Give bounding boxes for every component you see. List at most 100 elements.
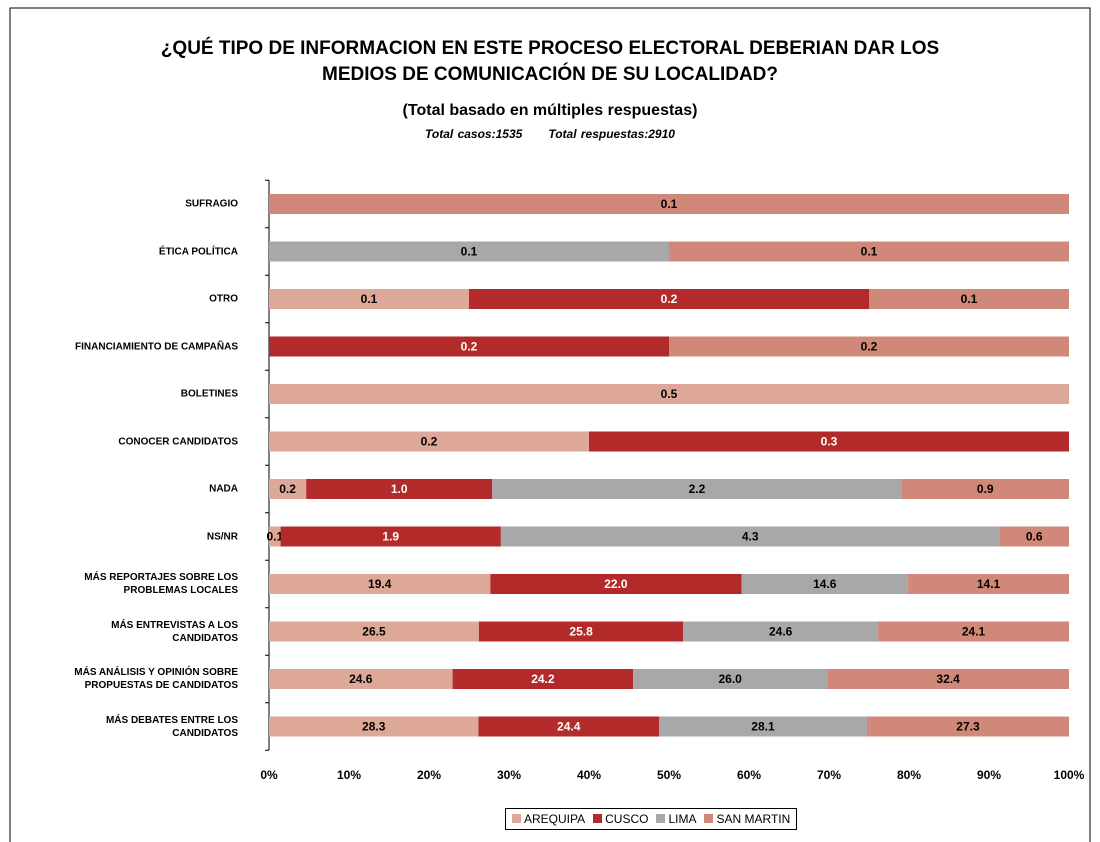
- legend-swatch: [512, 814, 521, 823]
- bar-segment: [269, 384, 1069, 404]
- bar-segment: [269, 574, 491, 594]
- bar-segment: [306, 479, 493, 499]
- y-tick-label: SUFRAGIO: [185, 198, 238, 210]
- data-label: 28.1: [751, 720, 775, 734]
- data-label: 0.1: [266, 530, 283, 544]
- data-label: 4.3: [742, 530, 759, 544]
- bar-segment: [999, 526, 1069, 547]
- legend-item: LIMA: [656, 812, 696, 826]
- data-label: 28.3: [362, 720, 386, 734]
- note: Total casos:1535 Total respuestas:2910: [0, 127, 1100, 141]
- legend-item: SAN MARTIN: [704, 812, 790, 826]
- frame: [9, 7, 1091, 842]
- x-tick-label: 90%: [977, 768, 1001, 782]
- bar-segment: [280, 526, 501, 547]
- x-tick-label: 0%: [260, 768, 278, 782]
- bar-segment: [683, 621, 879, 642]
- y-tick-label: CONOCER CANDIDATOS: [118, 436, 238, 447]
- bar-segment: [452, 669, 634, 689]
- y-tick-label: NS/NR: [206, 531, 238, 542]
- y-tick-label: BOLETINES: [180, 388, 238, 400]
- data-label: 0.2: [861, 340, 878, 354]
- data-label: 0.2: [279, 482, 296, 496]
- x-tick-label: 10%: [337, 768, 361, 782]
- y-tick-label: MÁS ANÁLISIS Y OPINIÓN SOBRE PROPUESTAS …: [74, 667, 238, 691]
- bar-segment: [478, 621, 684, 642]
- bar-segment: [269, 431, 589, 452]
- data-label: 27.3: [956, 720, 980, 734]
- x-tick-label: 30%: [497, 768, 521, 782]
- x-tick-label: 100%: [1054, 768, 1085, 782]
- bar-segment: [269, 716, 479, 737]
- bar-segment: [478, 716, 660, 737]
- y-tick-label: ÉTICA POLÍTICA: [158, 246, 238, 257]
- data-label: 25.8: [569, 625, 593, 639]
- data-label: 24.6: [769, 625, 793, 639]
- bar-segment: [827, 669, 1069, 689]
- data-label: 0.2: [661, 292, 678, 306]
- bar-segment: [741, 574, 909, 594]
- y-tick-label: NADA: [209, 483, 238, 495]
- data-label: 0.2: [461, 340, 478, 354]
- bar-segment: [269, 479, 307, 499]
- bar-segment: [269, 289, 469, 309]
- bar-segment: [659, 716, 867, 737]
- legend-swatch: [656, 814, 666, 823]
- bar-segment: [269, 669, 453, 689]
- bar-segment: [469, 289, 869, 309]
- bar-segment: [490, 574, 742, 594]
- annotation: Total respuestas:2910: [548, 127, 675, 141]
- legend-swatch: [593, 814, 603, 823]
- legend-swatch: [704, 814, 714, 823]
- bar-segment: [269, 241, 669, 262]
- bar-segment: [908, 574, 1069, 594]
- data-label: 0.2: [421, 435, 438, 449]
- data-label: 14.1: [977, 577, 1001, 591]
- data-label: 0.1: [361, 292, 378, 306]
- bar-segment: [866, 716, 1069, 737]
- data-label: 24.2: [531, 672, 555, 686]
- data-label: 24.6: [349, 672, 373, 686]
- bar-segment: [269, 336, 669, 357]
- data-label: 32.4: [936, 672, 960, 686]
- data-label: 0.1: [661, 197, 678, 211]
- data-label: 1.0: [391, 482, 408, 496]
- bar-segment: [633, 669, 828, 689]
- bar-segment: [269, 194, 1069, 214]
- bar-segment: [669, 241, 1069, 262]
- legend: AREQUIPA CUSCO LIMA SAN MARTIN: [505, 808, 798, 830]
- data-label: 24.1: [962, 625, 986, 639]
- y-tick-label: MÁS ENTREVISTAS A LOS CANDIDATOS: [111, 619, 238, 644]
- bar-segment: [500, 526, 1000, 547]
- x-tick-label: 20%: [417, 768, 441, 782]
- data-label: 24.4: [557, 720, 581, 734]
- data-label: 14.6: [813, 577, 837, 591]
- bar-segment: [878, 621, 1069, 642]
- x-tick-label: 70%: [817, 768, 841, 782]
- x-tick-label: 60%: [737, 768, 761, 782]
- legend-item: CUSCO: [593, 812, 648, 826]
- bar-segment: [589, 431, 1069, 452]
- data-label: 2.2: [689, 482, 706, 496]
- data-label: 26.5: [362, 625, 386, 639]
- y-tick-label: OTRO: [209, 293, 238, 305]
- bar-segment: [269, 621, 479, 642]
- legend-label: SAN MARTIN: [716, 812, 791, 826]
- data-label: 1.9: [382, 530, 399, 544]
- x-tick-label: 40%: [577, 768, 601, 782]
- x-tick-label: 50%: [657, 768, 681, 782]
- data-label: 19.4: [368, 577, 392, 591]
- legend-item: AREQUIPA: [512, 812, 585, 826]
- bar-segment: [901, 479, 1069, 499]
- y-tick-label: MÁS DEBATES ENTRE LOS CANDIDATOS: [105, 714, 238, 739]
- x-tick-label: 80%: [897, 768, 921, 782]
- data-label: 0.1: [861, 245, 878, 259]
- data-label: 0.6: [1026, 530, 1043, 544]
- legend-label: AREQUIPA: [524, 812, 586, 826]
- bar-segment: [669, 336, 1069, 357]
- chart-title: ¿QUÉ TIPO DE INFORMACION EN ESTE PROCESO…: [160, 38, 940, 85]
- data-label: 0.9: [977, 482, 994, 496]
- y-tick-label: MÁS REPORTAJES SOBRE LOS PROBLEMAS LOCAL…: [84, 572, 238, 596]
